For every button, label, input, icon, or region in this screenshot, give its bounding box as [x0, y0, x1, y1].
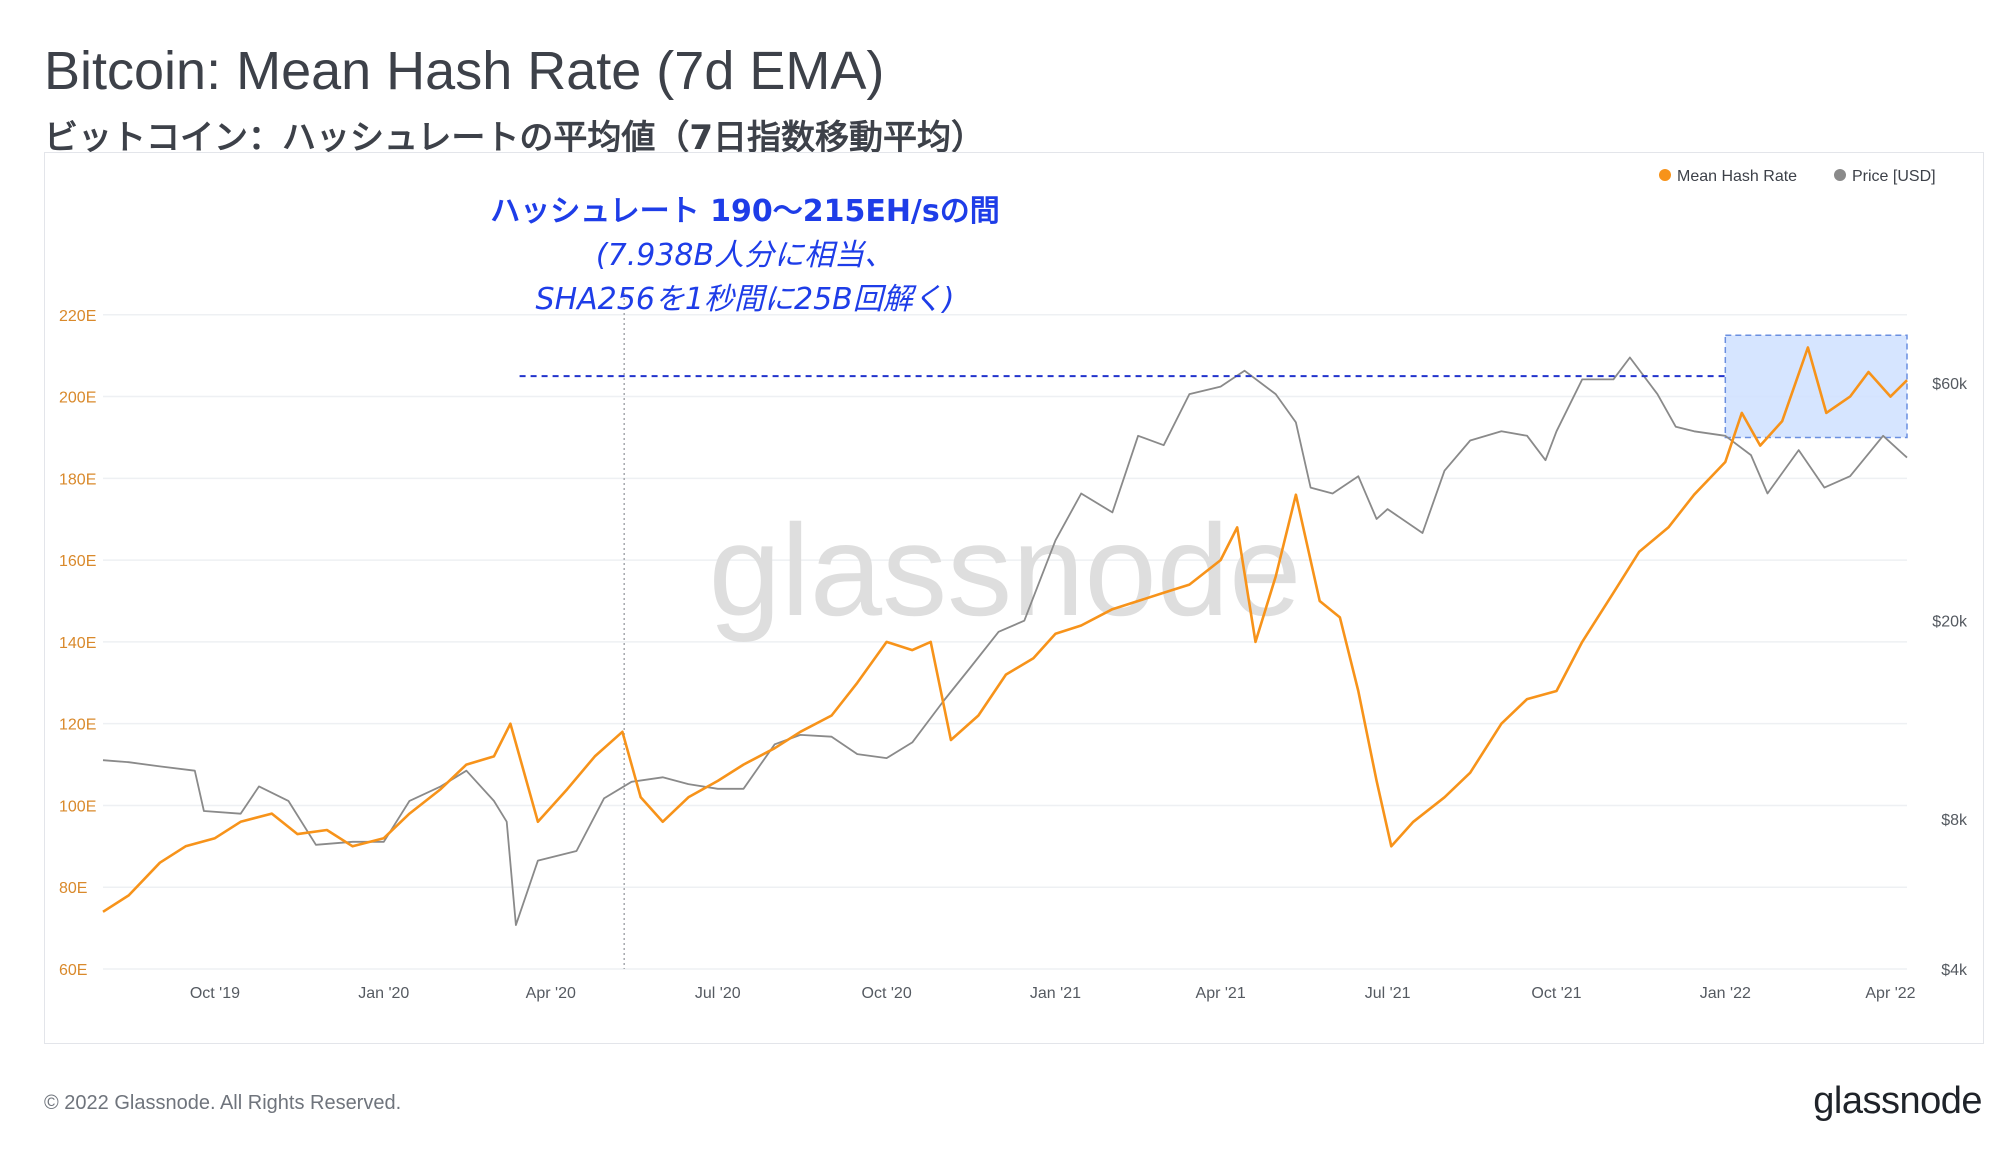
- y-right-tick-label: $20k: [1932, 614, 1968, 631]
- x-tick-label: Jul '21: [1365, 985, 1411, 1002]
- legend-swatch: [1659, 169, 1671, 181]
- hash-rate-series-line: [102, 346, 1908, 913]
- chart-panel: glassnode 60E 80E 100E 120E 140E 160E 180E 200E 2…: [44, 152, 1984, 1044]
- legend-item-label: Mean Hash Rate: [1677, 168, 1797, 185]
- copyright-text: © 2022 Glassnode. All Rights Reserved.: [44, 1092, 402, 1114]
- legend-item-label: Price [USD]: [1852, 168, 1936, 185]
- y-right-tick-label: $4k: [1941, 962, 1968, 979]
- annotation-line-1: ハッシュレート 190〜215EH/sの間: [490, 194, 1000, 229]
- x-tick-label: Jan '21: [1030, 985, 1081, 1002]
- y-right-tick-label: $8k: [1941, 812, 1968, 829]
- page-subtitle: ビットコイン：ハッシュレートの平均値（7日指数移動平均）: [44, 118, 985, 158]
- x-tick-label: Oct '19: [190, 985, 240, 1002]
- y-left-tick-label: 220E: [59, 308, 96, 325]
- y-left-tick-label: 160E: [59, 553, 96, 570]
- watermark-text: glassnode: [709, 497, 1302, 643]
- page-title: Bitcoin: Mean Hash Rate (7d EMA): [44, 41, 885, 101]
- y-left-tick-label: 100E: [59, 798, 96, 815]
- highlight-box: [1724, 334, 1908, 439]
- hash-rate-chart: glassnode 60E 80E 100E 120E 140E 160E 180E 200E 2…: [59, 168, 1968, 1002]
- x-tick-label: Apr '20: [526, 985, 576, 1002]
- x-tick-label: Apr '21: [1196, 985, 1246, 1002]
- y-left-tick-label: 80E: [59, 880, 87, 897]
- x-tick-label: Apr '22: [1865, 985, 1915, 1002]
- y-left-tick-label: 180E: [59, 471, 96, 488]
- annotation-line-3: SHA256を1秒間に25B回解く): [536, 282, 955, 317]
- x-tick-label: Jan '20: [358, 985, 409, 1002]
- x-tick-label: Jul '20: [695, 985, 741, 1002]
- annotation-line-2: (7.938B人分に相当、: [596, 238, 894, 273]
- y-left-tick-label: 200E: [59, 390, 96, 407]
- y-left-tick-label: 120E: [59, 717, 96, 734]
- x-tick-label: Jan '22: [1700, 985, 1751, 1002]
- legend-swatch: [1834, 169, 1846, 181]
- x-tick-label: Oct '21: [1531, 985, 1581, 1002]
- y-left-tick-label: 140E: [59, 635, 96, 652]
- glassnode-logo[interactable]: glassnode: [1813, 1080, 1982, 1122]
- y-right-tick-label: $60k: [1932, 376, 1968, 393]
- price-series-line: [102, 356, 1908, 926]
- x-tick-label: Oct '20: [862, 985, 912, 1002]
- y-left-tick-label: 60E: [59, 962, 87, 979]
